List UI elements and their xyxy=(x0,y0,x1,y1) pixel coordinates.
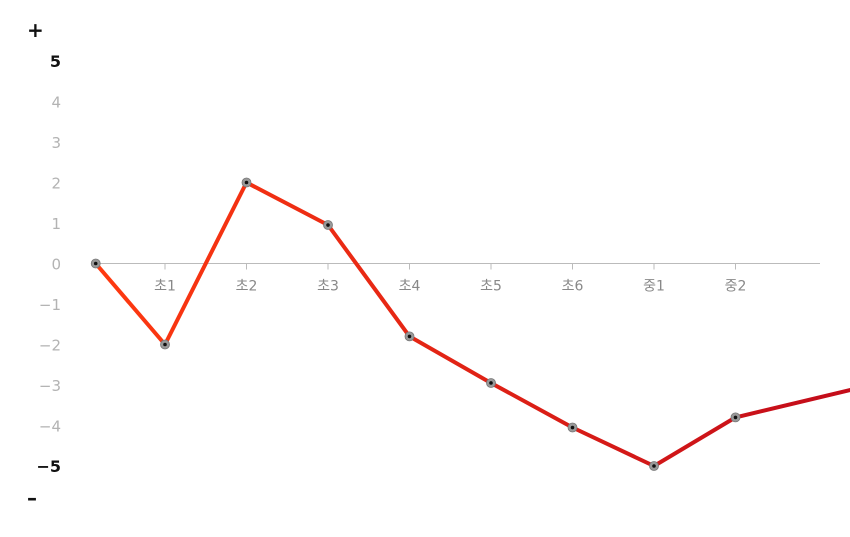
data-point-markers xyxy=(90,177,741,471)
y-tick-label: 0 xyxy=(51,256,61,274)
series-line xyxy=(93,180,850,468)
x-tick-label: 초6 xyxy=(562,279,584,295)
data-point xyxy=(241,177,252,188)
x-tick-label: 초4 xyxy=(399,279,421,295)
data-point xyxy=(486,378,496,388)
y-tick-label: 5 xyxy=(50,52,61,71)
x-tick-label: 초1 xyxy=(154,279,176,295)
data-point xyxy=(323,220,333,230)
y-tick-label: 1 xyxy=(51,215,61,233)
minus-sign-label: – xyxy=(27,486,37,510)
y-tick-label: −4 xyxy=(39,418,61,436)
x-tick-label: 초3 xyxy=(317,279,339,295)
data-point xyxy=(730,412,741,423)
y-tick-label: 4 xyxy=(51,94,61,112)
x-axis-ticks xyxy=(164,263,736,270)
data-point xyxy=(649,461,659,471)
y-tick-label: −2 xyxy=(39,337,61,355)
x-tick-label: 중2 xyxy=(725,279,747,295)
x-axis-tick-labels: 초1초2초3초4초5초6중1중2중3 xyxy=(154,279,747,295)
y-tick-label: 3 xyxy=(51,134,61,152)
data-point xyxy=(567,422,578,433)
y-tick-label: −3 xyxy=(39,377,61,395)
x-tick-label: 중1 xyxy=(643,279,665,295)
y-tick-label: 2 xyxy=(51,175,61,193)
x-tick-label: 초5 xyxy=(480,279,502,295)
y-tick-label: −5 xyxy=(36,457,61,476)
y-tick-label: −1 xyxy=(39,296,61,314)
x-tick-label: 초2 xyxy=(236,279,258,295)
plus-sign-label: + xyxy=(27,18,44,42)
data-point xyxy=(404,331,415,342)
y-axis-tick-labels: 5 4 3 2 1 0 −1 −2 −3 −4 −5 xyxy=(36,52,61,476)
data-point xyxy=(160,339,170,350)
data-point xyxy=(90,258,101,269)
